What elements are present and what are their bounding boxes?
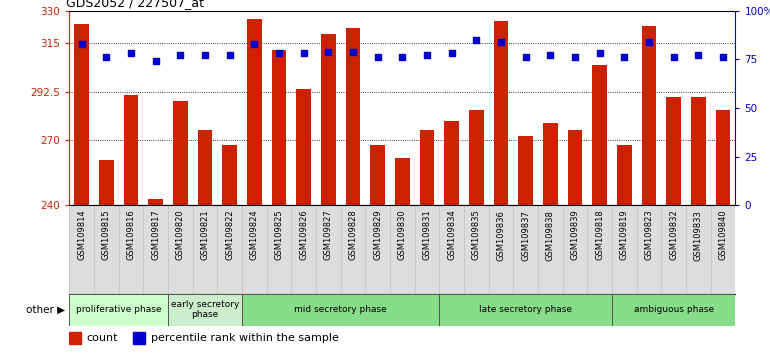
- Text: GSM109835: GSM109835: [472, 210, 480, 261]
- Point: [125, 51, 137, 56]
- Point: [717, 55, 729, 60]
- Bar: [296, 88, 311, 205]
- Bar: [198, 130, 213, 205]
- Bar: [440, 294, 612, 326]
- Text: GSM109816: GSM109816: [126, 210, 136, 261]
- Bar: [420, 130, 434, 205]
- Point: [668, 55, 680, 60]
- Bar: [543, 123, 557, 205]
- Text: GSM109834: GSM109834: [447, 210, 456, 261]
- Point: [371, 55, 383, 60]
- Text: GSM109836: GSM109836: [497, 210, 505, 261]
- Bar: [321, 34, 336, 205]
- Bar: [567, 130, 582, 205]
- Text: GSM109831: GSM109831: [423, 210, 431, 261]
- Bar: [69, 294, 168, 326]
- Text: GSM109837: GSM109837: [521, 210, 531, 261]
- Text: GSM109823: GSM109823: [644, 210, 654, 261]
- Text: GSM109830: GSM109830: [398, 210, 407, 261]
- Point: [421, 53, 434, 58]
- Point: [470, 37, 483, 43]
- Bar: [149, 199, 163, 205]
- Point: [495, 39, 507, 45]
- Text: GSM109814: GSM109814: [77, 210, 86, 261]
- Point: [446, 51, 458, 56]
- Bar: [168, 294, 242, 326]
- Bar: [370, 145, 385, 205]
- Bar: [346, 28, 360, 205]
- Text: GSM109821: GSM109821: [200, 210, 209, 261]
- Text: GSM109818: GSM109818: [595, 210, 604, 261]
- Text: GSM109827: GSM109827: [324, 210, 333, 261]
- Bar: [612, 294, 735, 326]
- Bar: [469, 110, 484, 205]
- Point: [618, 55, 631, 60]
- Bar: [395, 158, 410, 205]
- Bar: [99, 160, 114, 205]
- Text: GSM109826: GSM109826: [300, 210, 308, 261]
- Text: GSM109817: GSM109817: [151, 210, 160, 261]
- Text: GSM109828: GSM109828: [349, 210, 357, 261]
- Point: [346, 48, 359, 54]
- Bar: [272, 50, 286, 205]
- Point: [520, 55, 532, 60]
- Bar: [518, 136, 533, 205]
- Text: GSM109819: GSM109819: [620, 210, 629, 261]
- Text: GSM109840: GSM109840: [718, 210, 728, 261]
- Text: late secretory phase: late secretory phase: [479, 305, 572, 314]
- Point: [297, 51, 310, 56]
- Bar: [173, 102, 188, 205]
- Point: [396, 55, 408, 60]
- Bar: [715, 110, 731, 205]
- Text: early secretory
phase: early secretory phase: [171, 300, 239, 319]
- Text: GSM109829: GSM109829: [373, 210, 382, 261]
- Bar: [74, 24, 89, 205]
- Text: proliferative phase: proliferative phase: [76, 305, 162, 314]
- Bar: [132, 332, 145, 344]
- Text: GSM109822: GSM109822: [225, 210, 234, 261]
- Point: [248, 41, 260, 46]
- Bar: [494, 22, 508, 205]
- Text: GSM109820: GSM109820: [176, 210, 185, 261]
- Point: [100, 55, 112, 60]
- Point: [174, 53, 186, 58]
- Text: GSM109832: GSM109832: [669, 210, 678, 261]
- Point: [569, 55, 581, 60]
- Text: GSM109839: GSM109839: [571, 210, 580, 261]
- Point: [149, 58, 162, 64]
- Point: [544, 53, 557, 58]
- Bar: [242, 294, 440, 326]
- Bar: [641, 26, 656, 205]
- Text: GSM109838: GSM109838: [546, 210, 555, 261]
- Text: mid secretory phase: mid secretory phase: [294, 305, 387, 314]
- Bar: [592, 65, 607, 205]
- Text: ambiguous phase: ambiguous phase: [634, 305, 714, 314]
- Bar: [666, 97, 681, 205]
- Point: [223, 53, 236, 58]
- Point: [643, 39, 655, 45]
- Point: [75, 41, 88, 46]
- Point: [594, 51, 606, 56]
- Point: [322, 48, 334, 54]
- Point: [199, 53, 211, 58]
- Text: GSM109824: GSM109824: [249, 210, 259, 261]
- Text: count: count: [86, 333, 118, 343]
- Text: GDS2052 / 227507_at: GDS2052 / 227507_at: [66, 0, 204, 10]
- Bar: [617, 145, 631, 205]
- Bar: [123, 95, 139, 205]
- Bar: [223, 145, 237, 205]
- Text: GSM109833: GSM109833: [694, 210, 703, 261]
- Text: other ▶: other ▶: [26, 305, 65, 315]
- Bar: [69, 332, 82, 344]
- Text: percentile rank within the sample: percentile rank within the sample: [151, 333, 339, 343]
- Point: [692, 53, 705, 58]
- Bar: [444, 121, 459, 205]
- Bar: [247, 19, 262, 205]
- Text: GSM109825: GSM109825: [274, 210, 283, 261]
- Bar: [691, 97, 706, 205]
- Point: [273, 51, 285, 56]
- Text: GSM109815: GSM109815: [102, 210, 111, 261]
